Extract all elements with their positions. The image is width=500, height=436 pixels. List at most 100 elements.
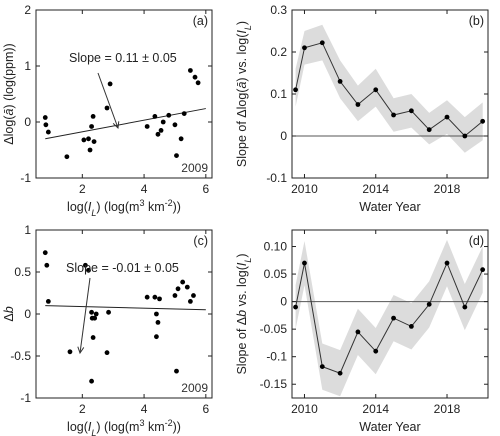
data-point xyxy=(86,136,91,142)
x-tick-label: 6 xyxy=(202,402,209,416)
panel-label: (c) xyxy=(193,234,208,248)
y-tick-label: -0.5 xyxy=(10,349,31,363)
data-point xyxy=(444,260,450,266)
y-tick-label: 2 xyxy=(24,3,31,17)
data-point xyxy=(43,122,49,128)
data-point xyxy=(87,147,93,153)
data-point xyxy=(104,350,110,356)
x-tick-label: 4 xyxy=(141,182,148,196)
x-tick-label: 2014 xyxy=(362,402,389,416)
slope-text: Slope = -0.01 ± 0.05 xyxy=(66,261,179,275)
data-point xyxy=(89,309,94,315)
y-tick-label: 0 xyxy=(280,129,287,143)
annotation-arrow xyxy=(79,277,91,354)
data-point xyxy=(178,136,184,142)
slope-text: Slope = 0.11 ± 0.05 xyxy=(69,51,177,65)
data-point xyxy=(144,294,150,300)
fit-line xyxy=(45,108,206,140)
data-point xyxy=(373,87,379,93)
data-point xyxy=(106,309,111,315)
data-point xyxy=(83,262,88,268)
year-label: 2009 xyxy=(181,381,208,395)
data-point xyxy=(480,267,486,273)
data-point xyxy=(184,284,190,290)
series-line xyxy=(295,42,484,137)
y-axis-label: Slope of Δlog(ā) vs. log(IL) xyxy=(235,21,253,167)
data-point xyxy=(195,80,201,86)
data-point xyxy=(90,335,96,340)
data-point xyxy=(154,311,159,317)
data-point xyxy=(152,294,158,300)
data-point xyxy=(408,108,414,114)
data-point xyxy=(172,293,178,298)
y-tick-label: 0.1 xyxy=(270,87,287,101)
data-point xyxy=(426,301,432,307)
data-point xyxy=(373,348,379,354)
panel-a: 2 4 6 -1 0 1 2 (a) 2009 log(IL) (log(m3 km-2)) Δlo… xyxy=(2,3,213,218)
data-point xyxy=(355,102,361,107)
data-point xyxy=(92,315,98,321)
data-point xyxy=(408,323,414,329)
panel-label: (d) xyxy=(469,234,484,248)
panel-d: 2010 2014 2018 -0.15 -0.1 -0.05 0 0.05 0.10 (d) Wa… xyxy=(235,229,489,434)
series-line xyxy=(295,261,484,374)
data-point xyxy=(174,368,179,374)
y-tick-label: -0.1 xyxy=(266,171,287,185)
y-tick-label: -1 xyxy=(20,391,31,405)
data-point xyxy=(154,334,159,340)
uncertainty-band xyxy=(295,239,483,397)
data-point xyxy=(158,127,164,133)
panel-label: (a) xyxy=(193,14,208,28)
data-point xyxy=(302,45,307,51)
data-point xyxy=(86,267,91,273)
data-point xyxy=(181,111,187,116)
y-axis-label: Δlog(ā) (log(ppm)) xyxy=(2,43,16,144)
data-point xyxy=(187,299,193,304)
y-tick-label: -1 xyxy=(20,171,31,185)
data-point xyxy=(44,262,50,268)
y-tick-label: 0.10 xyxy=(264,240,288,254)
data-point xyxy=(391,112,396,118)
data-point xyxy=(45,299,51,304)
y-tick-label: 0 xyxy=(24,115,31,129)
y-tick-label: -0.15 xyxy=(260,377,288,391)
data-point xyxy=(462,133,468,139)
data-point xyxy=(93,311,99,317)
data-point xyxy=(180,279,186,285)
y-tick-label: 0.5 xyxy=(14,265,31,279)
x-tick-label: 2014 xyxy=(362,182,389,196)
data-point xyxy=(42,115,48,120)
data-point xyxy=(91,139,97,145)
data-point xyxy=(337,79,343,84)
y-tick-label: 0 xyxy=(280,295,287,309)
data-point xyxy=(191,293,196,298)
data-point xyxy=(426,127,432,133)
data-point xyxy=(355,329,361,335)
x-axis-label: log(IL) (log(m3 km-2)) xyxy=(67,418,181,436)
fit-line xyxy=(45,305,206,311)
y-axis-label: Slope of Δb vs. log(IL) xyxy=(235,253,253,374)
x-tick-label: 2 xyxy=(79,402,86,416)
data-point xyxy=(64,154,70,160)
data-point xyxy=(391,315,396,321)
data-point xyxy=(302,260,307,266)
slope-annotation: Slope = 0.11 ± 0.05 xyxy=(69,51,177,130)
x-tick-label: 2018 xyxy=(434,182,461,196)
data-point xyxy=(155,131,161,137)
data-point xyxy=(166,112,172,118)
x-axis-label: Water Year xyxy=(359,420,420,434)
x-tick-label: 6 xyxy=(202,182,209,196)
data-point xyxy=(107,81,113,87)
data-point xyxy=(89,378,94,384)
axes-frame xyxy=(35,9,213,179)
arrow-head xyxy=(77,346,85,355)
data-point xyxy=(45,129,51,135)
data-point xyxy=(160,119,166,125)
slope-annotation: Slope = -0.01 ± 0.05 xyxy=(66,261,179,355)
arrow-head xyxy=(112,121,120,130)
data-point xyxy=(293,304,298,310)
y-tick-label: 1 xyxy=(24,59,31,73)
y-axis-label: Δb xyxy=(2,306,16,321)
axes-frame xyxy=(291,229,489,399)
data-point xyxy=(480,118,486,124)
